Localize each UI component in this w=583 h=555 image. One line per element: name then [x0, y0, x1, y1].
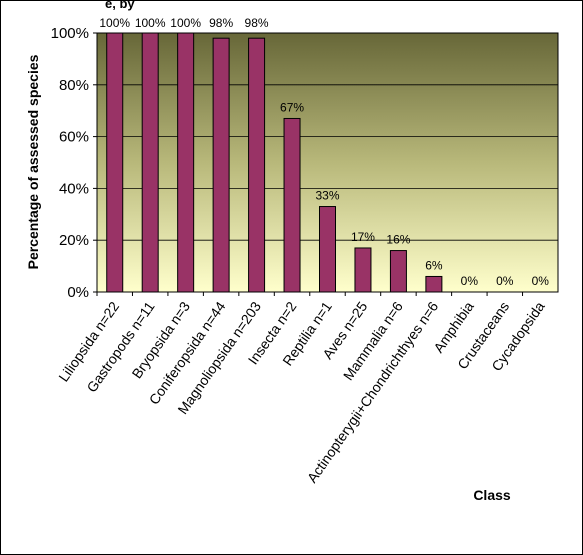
data-label: 98% — [245, 16, 269, 30]
bar — [354, 247, 372, 293]
bar-layer — [106, 32, 443, 293]
bar — [389, 250, 407, 293]
chart-title-fragment: e, by — [105, 0, 135, 11]
bar — [248, 37, 266, 293]
y-tick-label: 20% — [59, 232, 89, 249]
y-tick-layer: 0% 20% 40% 60% 80% 100% — [51, 25, 97, 301]
bar — [283, 117, 301, 293]
y-tick-label: 80% — [59, 77, 89, 94]
bar — [425, 275, 443, 293]
data-label: 100% — [170, 16, 201, 30]
bar — [106, 32, 124, 293]
data-label: 100% — [99, 16, 130, 30]
data-label: 0% — [496, 274, 514, 288]
bar — [141, 32, 159, 293]
bar — [212, 37, 230, 293]
y-tick-label: 0% — [67, 284, 89, 301]
x-axis-label: Class — [473, 487, 511, 503]
data-label: 100% — [135, 16, 166, 30]
data-label: 67% — [280, 100, 304, 114]
bar — [177, 32, 195, 293]
data-label: 16% — [386, 233, 410, 247]
y-tick-label: 60% — [59, 129, 89, 146]
data-label: 0% — [461, 274, 479, 288]
bar — [319, 206, 336, 293]
data-label: 6% — [425, 258, 443, 272]
y-axis-label: Percentage of assessed species — [25, 54, 41, 269]
data-label: 33% — [315, 189, 339, 203]
data-label: 98% — [209, 16, 233, 30]
y-tick-label: 40% — [59, 180, 89, 197]
data-label: 0% — [532, 274, 550, 288]
y-tick-label: 100% — [51, 25, 89, 42]
data-label-layer: 100% 100% 100% 98% 98% 67% 33% 17% 16% 6% 0% 0% 0% — [99, 16, 549, 288]
data-label: 17% — [351, 230, 375, 244]
